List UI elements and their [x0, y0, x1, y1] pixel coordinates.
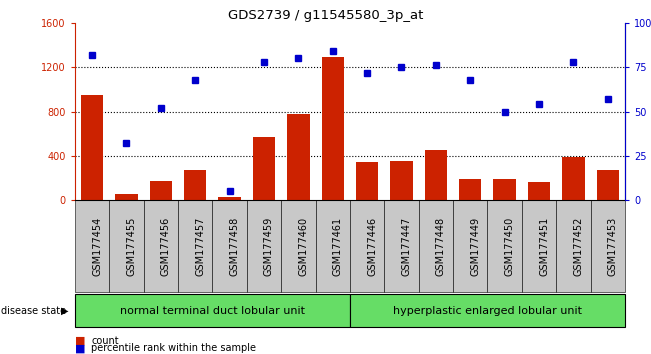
Bar — [493, 179, 516, 200]
Bar — [322, 57, 344, 200]
Bar — [424, 150, 447, 200]
Text: hyperplastic enlarged lobular unit: hyperplastic enlarged lobular unit — [393, 306, 582, 316]
Text: disease state: disease state — [1, 306, 66, 316]
Text: GSM177452: GSM177452 — [574, 216, 583, 276]
Text: GSM177446: GSM177446 — [367, 216, 377, 276]
Bar — [218, 197, 241, 200]
Text: GSM177461: GSM177461 — [333, 216, 342, 276]
Bar — [596, 170, 619, 200]
Text: GSM177451: GSM177451 — [539, 216, 549, 276]
Text: GSM177449: GSM177449 — [470, 216, 480, 276]
Text: percentile rank within the sample: percentile rank within the sample — [91, 343, 256, 353]
Bar — [459, 179, 482, 200]
Text: GSM177454: GSM177454 — [92, 216, 102, 276]
Text: GSM177455: GSM177455 — [126, 216, 137, 276]
Bar — [115, 194, 137, 200]
Text: GSM177456: GSM177456 — [161, 216, 171, 276]
Text: GSM177457: GSM177457 — [195, 216, 205, 276]
Text: GSM177460: GSM177460 — [298, 216, 309, 276]
Text: count: count — [91, 336, 118, 346]
Text: GDS2739 / g11545580_3p_at: GDS2739 / g11545580_3p_at — [228, 9, 423, 22]
Text: GSM177459: GSM177459 — [264, 216, 274, 276]
Text: GSM177448: GSM177448 — [436, 216, 446, 276]
Text: GSM177458: GSM177458 — [230, 216, 240, 276]
Bar — [391, 161, 413, 200]
Bar — [253, 137, 275, 200]
Text: ■: ■ — [75, 343, 85, 353]
Text: GSM177450: GSM177450 — [505, 216, 515, 276]
Text: GSM177453: GSM177453 — [608, 216, 618, 276]
Bar — [81, 95, 104, 200]
Bar — [287, 114, 309, 200]
Bar — [562, 157, 585, 200]
Bar — [184, 170, 206, 200]
Text: GSM177447: GSM177447 — [402, 216, 411, 276]
Bar — [356, 162, 378, 200]
Text: ▶: ▶ — [61, 306, 69, 316]
Text: ■: ■ — [75, 336, 85, 346]
Text: normal terminal duct lobular unit: normal terminal duct lobular unit — [120, 306, 305, 316]
Bar — [150, 181, 172, 200]
Bar — [528, 182, 550, 200]
